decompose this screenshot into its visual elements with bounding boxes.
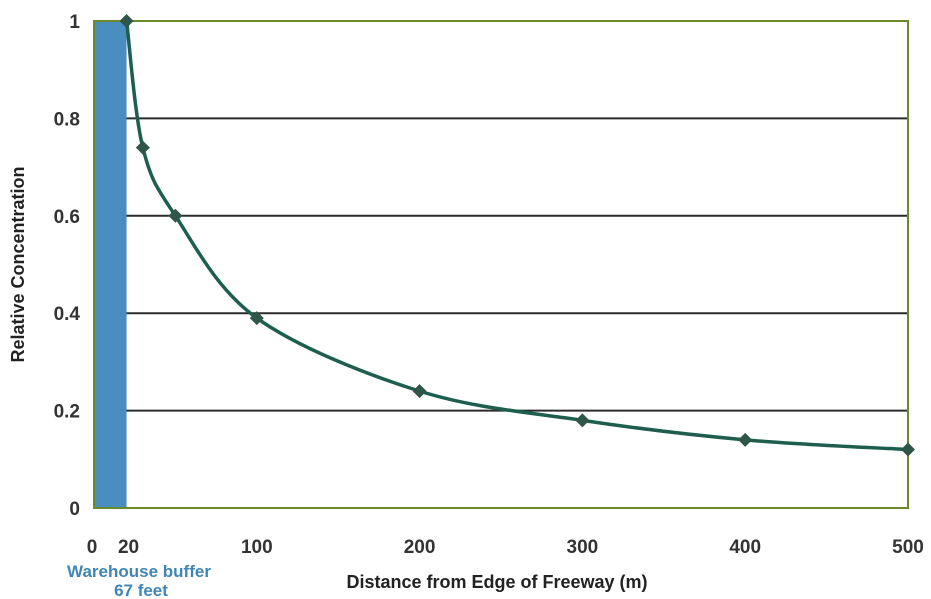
data-point-6 (738, 432, 753, 447)
y-tick-labels: 0 0.2 0.4 0.6 0.8 1 (54, 12, 81, 520)
data-point-1 (135, 140, 150, 155)
y-tick-label-4: 0.8 (54, 109, 80, 130)
x-tick-label-5: 400 (729, 537, 761, 558)
x-axis-title: Distance from Edge of Freeway (m) (346, 572, 647, 592)
y-tick-label-3: 0.6 (54, 207, 80, 228)
marker-layer (119, 14, 915, 457)
x-tick-label-6: 500 (892, 537, 924, 558)
x-tick-label-4: 300 (567, 537, 599, 558)
x-tick-label-3: 200 (404, 537, 436, 558)
x-tick-labels: 0 20 100 200 300 400 500 (87, 537, 924, 558)
plot-area-border (93, 20, 909, 509)
y-tick-label-0: 0 (69, 499, 80, 520)
x-tick-label-0: 0 (87, 537, 98, 558)
y-axis-title: Relative Concentration (8, 166, 28, 362)
warehouse-buffer-region (94, 21, 127, 508)
buffer-label-line1: Warehouse buffer (67, 562, 211, 581)
x-tick-label-2: 100 (241, 537, 273, 558)
data-point-7 (901, 442, 915, 457)
data-point-5 (575, 413, 590, 428)
series-line (124, 20, 909, 452)
y-tick-label-5: 1 (69, 12, 80, 33)
data-point-4 (412, 384, 427, 399)
data-point-0 (119, 14, 134, 28)
y-tick-label-1: 0.2 (54, 402, 80, 423)
x-tick-label-1: 20 (118, 537, 139, 558)
grid-layer (94, 117, 908, 412)
data-point-3 (249, 311, 264, 326)
data-point-2 (168, 208, 183, 223)
buffer-label-line2: 67 feet (114, 581, 168, 599)
y-tick-label-2: 0.4 (54, 304, 81, 325)
